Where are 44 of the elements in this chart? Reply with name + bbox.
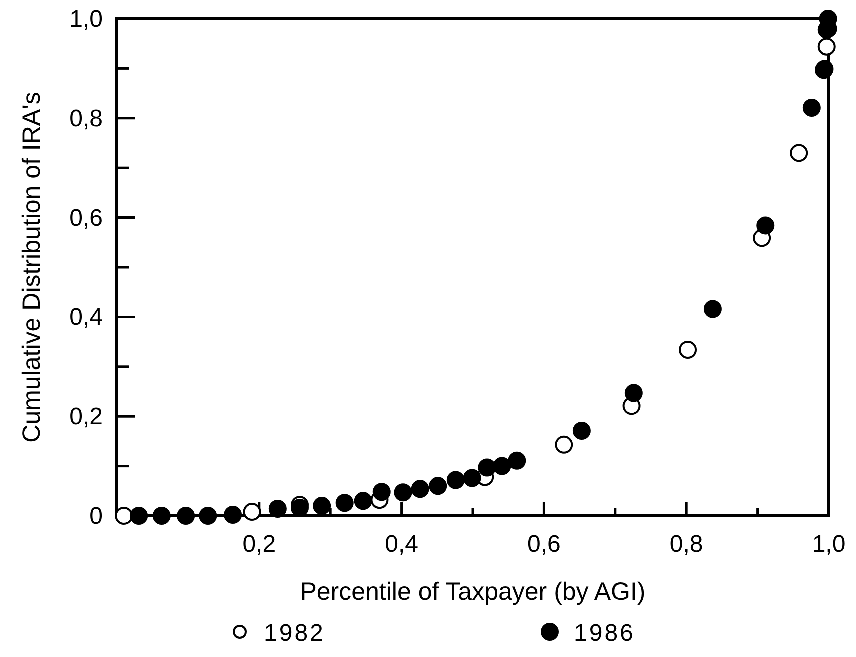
- x-tick-label: 0,2: [242, 531, 276, 558]
- point: [372, 483, 391, 502]
- point: [224, 506, 242, 524]
- point: [679, 341, 698, 359]
- y-axis-title: Cumulative Distribution of IRA's: [18, 92, 46, 443]
- point: [429, 477, 448, 496]
- y-tick-label: 1,0: [70, 6, 103, 33]
- point: [243, 503, 262, 522]
- point: [130, 507, 148, 525]
- point: [152, 507, 171, 525]
- x-tick-label: 1,0: [812, 531, 846, 558]
- point: [790, 144, 808, 162]
- point: [354, 492, 372, 510]
- point: [478, 458, 496, 477]
- y-tick-label: 0,4: [70, 304, 103, 332]
- point: [704, 300, 722, 318]
- point: [463, 469, 482, 488]
- x-tick-label: 0,8: [670, 531, 704, 558]
- point: [802, 98, 821, 117]
- point: [818, 38, 836, 56]
- point: [446, 471, 465, 490]
- point: [624, 384, 643, 402]
- point: [394, 484, 412, 502]
- point: [313, 497, 332, 516]
- point: [572, 422, 591, 440]
- point: [508, 452, 526, 470]
- point: [555, 436, 574, 454]
- point: [177, 507, 196, 525]
- point: [756, 216, 775, 235]
- y-tick-label: 0: [90, 503, 103, 530]
- point: [411, 480, 430, 498]
- point: [336, 494, 354, 512]
- point: [268, 500, 287, 518]
- point: [199, 507, 218, 525]
- legend-label: 1986: [574, 620, 636, 647]
- y-tick-label: 0,8: [70, 105, 103, 132]
- y-tick-label: 0,2: [70, 404, 103, 431]
- x-axis-title: Percentile of Taxpayer (by AGI): [300, 578, 646, 606]
- x-tick-label: 0,4: [385, 531, 418, 558]
- legend-label: 1982: [264, 620, 326, 647]
- y-tick-label: 0,6: [70, 204, 103, 232]
- point: [115, 507, 134, 525]
- point: [493, 457, 512, 476]
- x-tick-label: 0,6: [528, 531, 561, 558]
